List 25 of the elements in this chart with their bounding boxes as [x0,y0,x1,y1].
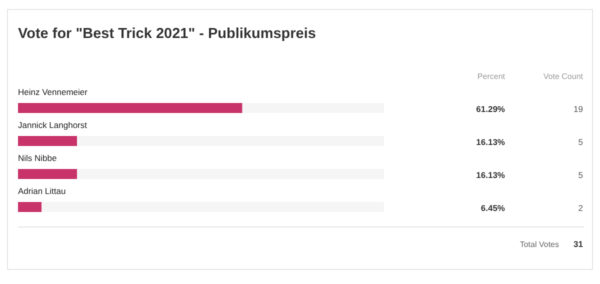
bar [18,103,242,113]
text: 5 [578,170,584,180]
text: Percent [477,72,506,81]
text: Vote Count [543,72,584,81]
bar [18,169,78,179]
text: 31 [574,239,584,249]
bar [42,202,384,212]
y-tick-label: Adrian Littau [18,186,66,196]
text: 19 [574,104,584,114]
text: Total Votes [520,240,559,249]
bar [18,136,78,146]
bar [77,169,384,179]
text: 2 [578,203,584,213]
data-label: 6.45% [480,203,506,213]
y-tick-label: Jannick Langhorst [18,120,88,130]
bar [18,202,42,212]
text: 5 [578,137,584,147]
data-label: 61.29% [476,104,506,114]
y-tick-label: Heinz Vennemeier [18,87,88,97]
data-label: 16.13% [476,137,506,147]
chart-title: Vote for "Best Trick 2021" - Publikumspreis [18,26,316,42]
data-label: 16.13% [476,170,506,180]
bar [242,103,384,113]
bar [77,136,384,146]
y-tick-label: Nils Nibbe [18,153,58,163]
